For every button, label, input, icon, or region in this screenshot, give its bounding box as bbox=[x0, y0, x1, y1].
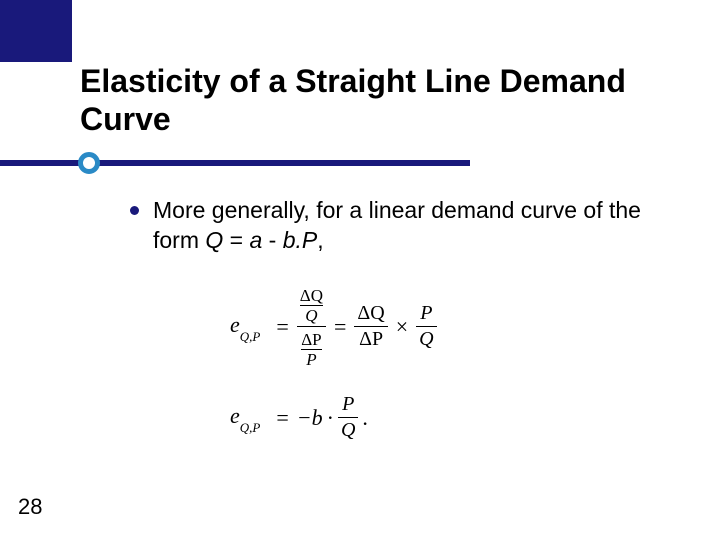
dQ-2: ΔQ bbox=[354, 303, 387, 324]
eq2-dot: · bbox=[327, 405, 334, 431]
content-area: More generally, for a linear demand curv… bbox=[130, 196, 670, 256]
eq1-frac-left: ΔQ Q ΔP P bbox=[297, 285, 326, 368]
e-subscript-2: Q,P bbox=[240, 420, 261, 435]
P-1: P bbox=[306, 351, 316, 368]
eq2-equals: = bbox=[276, 405, 288, 431]
rule-dot-icon bbox=[78, 152, 100, 174]
eq-bP: b.P bbox=[283, 227, 318, 253]
eq2-period: . bbox=[362, 405, 368, 431]
eq1-dQoverQ: ΔQ Q bbox=[300, 287, 323, 324]
eq1-equals-1: = bbox=[276, 314, 288, 340]
Q-3: Q bbox=[338, 420, 358, 441]
eq-a: a bbox=[250, 227, 263, 253]
Q-1: Q bbox=[305, 307, 317, 324]
corner-accent bbox=[0, 0, 72, 62]
eq-minus: - bbox=[262, 227, 282, 253]
eq1-dPoverP: ΔP P bbox=[301, 331, 321, 368]
eq-mid: = bbox=[223, 227, 249, 253]
P-2: P bbox=[417, 303, 435, 324]
eq1-lhs: eQ,P bbox=[230, 312, 260, 341]
bullet-item: More generally, for a linear demand curv… bbox=[130, 196, 670, 256]
e-symbol-2: e bbox=[230, 403, 240, 428]
Q-2: Q bbox=[416, 329, 436, 350]
equation-1: eQ,P = ΔQ Q ΔP P = ΔQ bbox=[230, 285, 520, 368]
eq-Q: Q bbox=[205, 227, 223, 253]
eq1-dQdP: ΔQ ΔP bbox=[354, 303, 387, 350]
eq2-PQ: P Q bbox=[338, 394, 358, 441]
equation-2: eQ,P = −b · P Q . bbox=[230, 394, 520, 441]
e-symbol: e bbox=[230, 312, 240, 337]
eq1-equals-2: = bbox=[334, 314, 346, 340]
bullet-post: , bbox=[317, 227, 323, 253]
rule-bar bbox=[0, 160, 470, 166]
eq2-minus-b: −b bbox=[297, 405, 323, 431]
dP-1: ΔP bbox=[301, 331, 321, 348]
page-number: 28 bbox=[18, 494, 42, 520]
eq1-times: × bbox=[396, 314, 408, 340]
bullet-icon bbox=[130, 206, 139, 215]
e-subscript: Q,P bbox=[240, 329, 261, 344]
title-rule bbox=[0, 152, 470, 174]
slide-title: Elasticity of a Straight Line Demand Cur… bbox=[80, 62, 690, 139]
dP-2: ΔP bbox=[356, 329, 386, 350]
eq1-PQ: P Q bbox=[416, 303, 436, 350]
dQ-1: ΔQ bbox=[300, 287, 323, 304]
eq2-lhs: eQ,P bbox=[230, 403, 260, 432]
bullet-text: More generally, for a linear demand curv… bbox=[153, 196, 670, 256]
formula-area: eQ,P = ΔQ Q ΔP P = ΔQ bbox=[230, 285, 520, 467]
P-3: P bbox=[339, 394, 357, 415]
